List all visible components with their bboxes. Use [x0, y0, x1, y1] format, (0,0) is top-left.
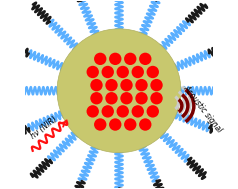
- Circle shape: [102, 105, 114, 118]
- Circle shape: [139, 118, 151, 131]
- Text: hν (NIR): hν (NIR): [29, 115, 59, 141]
- Text: Acoustic signal: Acoustic signal: [182, 83, 224, 134]
- Circle shape: [120, 79, 133, 91]
- Circle shape: [132, 105, 144, 118]
- Circle shape: [147, 105, 159, 118]
- Circle shape: [135, 92, 148, 105]
- Circle shape: [150, 79, 163, 91]
- Circle shape: [102, 66, 114, 78]
- Circle shape: [124, 53, 136, 65]
- Circle shape: [109, 118, 121, 131]
- Circle shape: [132, 66, 144, 78]
- Circle shape: [105, 92, 118, 105]
- Circle shape: [109, 53, 121, 65]
- Circle shape: [120, 92, 133, 105]
- Circle shape: [105, 79, 118, 91]
- Circle shape: [87, 105, 99, 118]
- Circle shape: [117, 66, 129, 78]
- Circle shape: [90, 79, 103, 91]
- Circle shape: [87, 66, 99, 78]
- Circle shape: [94, 53, 106, 65]
- Circle shape: [135, 79, 148, 91]
- Circle shape: [150, 92, 163, 105]
- Circle shape: [117, 105, 129, 118]
- Circle shape: [147, 66, 159, 78]
- Circle shape: [94, 118, 106, 131]
- Circle shape: [124, 118, 136, 131]
- Circle shape: [57, 29, 181, 153]
- Circle shape: [139, 53, 151, 65]
- Circle shape: [90, 92, 103, 105]
